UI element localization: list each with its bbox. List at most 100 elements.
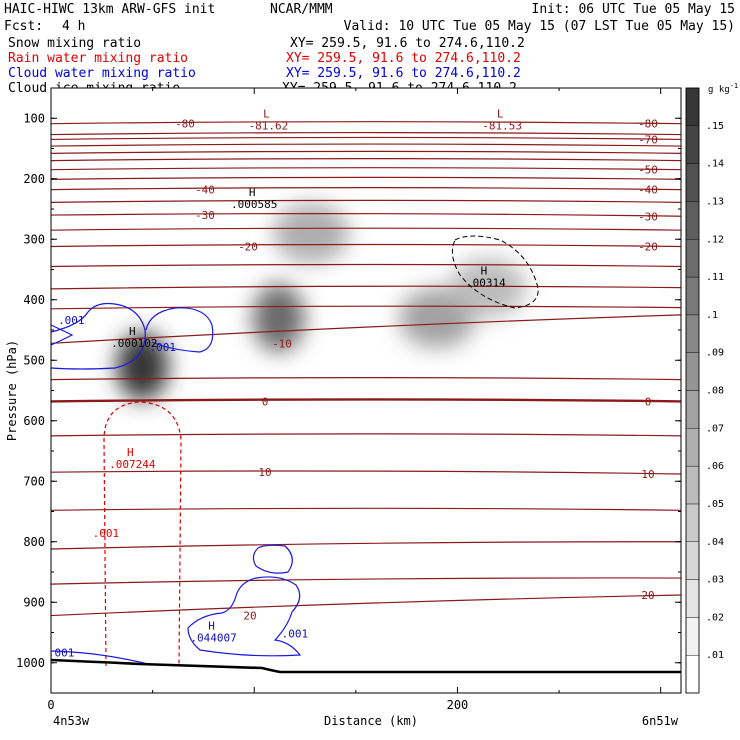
isotherm (51, 305, 681, 310)
colorbar-swatch (685, 125, 700, 164)
y-tick-label: 100 (23, 111, 45, 125)
snow-maximum (116, 332, 169, 401)
colorbar-unit: g kg-1 (708, 82, 738, 95)
colorbar-swatch (685, 465, 700, 505)
colorbar-tick-label: .03 (706, 575, 724, 586)
rain-contour (103, 401, 182, 667)
extremum-marker: H (208, 620, 215, 633)
colorbar-tick-label: .05 (706, 499, 724, 510)
isotherm-label: 10 (641, 468, 654, 481)
snow-shading-group (116, 203, 526, 401)
extremum-value: .007244 (109, 458, 156, 471)
snow-shading (116, 203, 526, 401)
isotherm (51, 213, 681, 217)
snow-maximum (449, 257, 526, 318)
isotherm (51, 285, 681, 290)
colorbar-swatch (685, 579, 700, 618)
colorbar-tick-label: .11 (706, 272, 724, 283)
isotherm-label: -50 (638, 164, 658, 177)
colorbar-frame (685, 87, 700, 694)
colorbar-swatch (685, 541, 700, 580)
isotherm (51, 158, 681, 162)
extremum-marker: L (497, 107, 504, 120)
isotherm-label: -80 (175, 118, 195, 131)
cloud-water-contour (51, 650, 153, 666)
isotherm (51, 541, 681, 550)
isotherm (51, 187, 681, 191)
hydrometeor-contours (51, 235, 681, 674)
extremum-marker: H (127, 446, 134, 459)
y-tick-label: 200 (23, 172, 45, 186)
contour-value-label: .001 (48, 647, 75, 660)
colorbar-tick-label: .04 (706, 537, 724, 548)
contour-value-label: .001 (282, 627, 309, 640)
isotherm (51, 143, 681, 147)
right-endpoint-label: 6n51w (642, 714, 679, 728)
extremum-value: -81.53 (482, 119, 522, 132)
isotherm (51, 243, 681, 248)
init-time: Init: 06 UTC Tue 05 May 15 (532, 2, 736, 17)
snow-maximum (273, 203, 350, 264)
extremum-marker: H (129, 325, 136, 338)
isotherm-label: -20 (638, 241, 658, 254)
isotherm (51, 121, 681, 125)
x-tick-label: 200 (447, 698, 469, 712)
isotherm-label: 20 (243, 610, 256, 623)
colorbar-tick-label: .08 (706, 386, 724, 397)
forecast-value: 4 h (62, 19, 85, 34)
field-xy: XY= 259.5, 91.6 to 274.6,110.2 (290, 36, 525, 51)
field-name: Snow mixing ratio (8, 36, 141, 51)
colorbar-tick-label: .12 (706, 234, 724, 245)
extremum-marker: L (263, 107, 270, 120)
isotherm (51, 136, 681, 141)
isotherm-label: -40 (195, 184, 215, 197)
colorbar-swatch (685, 352, 700, 391)
isotherm (51, 507, 681, 511)
isotherm (51, 398, 681, 403)
colorbar-tick-label: .06 (706, 461, 724, 472)
colorbar-tick-label: .15 (706, 121, 724, 132)
isotherm (51, 263, 681, 268)
y-tick-label: 1000 (16, 656, 45, 670)
isotherm (51, 167, 681, 171)
extremum-value: .000585 (231, 198, 277, 211)
isotherm (51, 577, 681, 585)
isotherm (51, 131, 681, 136)
snow-maximum (252, 283, 305, 352)
cloud-water-contour (51, 302, 146, 370)
cloud-ice-contour (451, 235, 539, 309)
contour-value-label: .001 (58, 314, 85, 327)
isotherm-label: -30 (638, 210, 658, 223)
model-title: HAIC-HIWC 13km ARW-GFS init (4, 2, 215, 17)
x-tick-label: 0 (47, 698, 54, 712)
isotherm (51, 470, 681, 475)
extremum-value: .044007 (190, 632, 236, 645)
field-name: Rain water mixing ratio (8, 51, 188, 66)
extremum-value: .000102 (111, 337, 157, 350)
colorbar-swatch (685, 163, 700, 202)
isotherm-label: -80 (638, 118, 658, 131)
colorbar: .01 .02 .03 .04 .05 .06 .07 .08 .09 .1 .11 .12 .13 .1… (685, 87, 724, 694)
extremum-marker: H (481, 265, 488, 278)
cloud-water-contour (145, 307, 214, 353)
y-tick-label: 500 (23, 353, 45, 367)
isotherm (51, 314, 681, 344)
isotherm-label: 0 (262, 395, 269, 408)
field-name: Cloud water mixing ratio (8, 66, 196, 81)
extremum-value: -81.62 (249, 119, 289, 132)
colorbar-swatch (685, 314, 700, 353)
y-tick-label: 900 (23, 595, 45, 609)
isotherm-label: 10 (258, 466, 271, 479)
left-endpoint-label: 4n53w (53, 714, 90, 728)
temperature-isotherms (51, 121, 681, 617)
colorbar-swatch (685, 503, 700, 542)
colorbar-tick-label: .09 (706, 348, 724, 359)
colorbar-tick-label: .07 (706, 423, 724, 434)
colorbar-swatch (685, 239, 700, 278)
y-tick-label: 700 (23, 474, 45, 488)
colorbar-swatch (685, 428, 700, 467)
contour-value-label: .001 (93, 527, 120, 540)
chart-header: HAIC-HIWC 13km ARW-GFS init NCAR/MMM Ini… (4, 2, 735, 96)
